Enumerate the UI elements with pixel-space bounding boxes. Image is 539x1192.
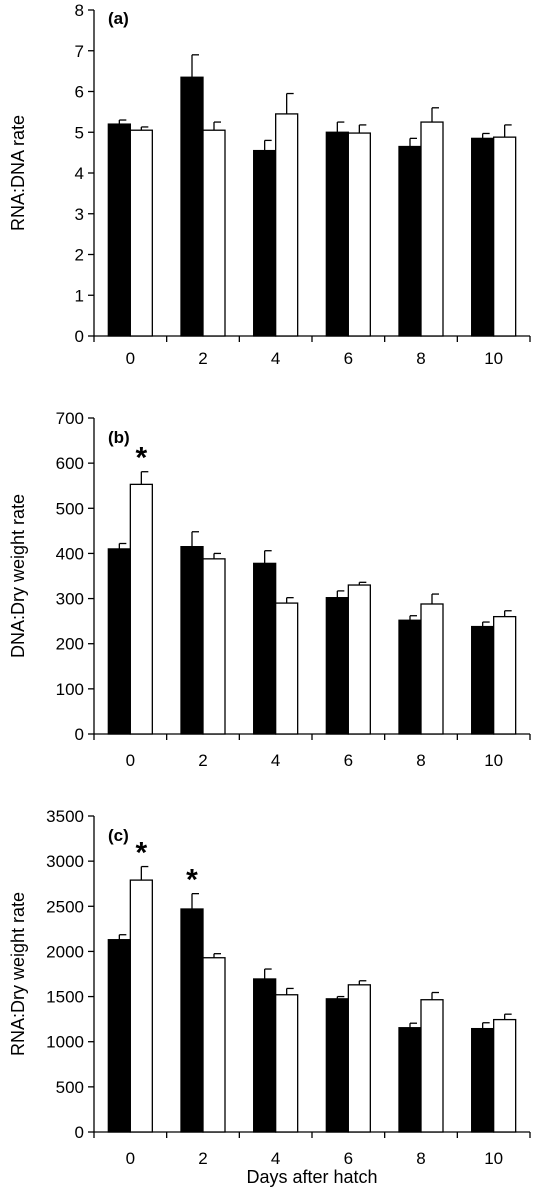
bar-series-2-cat-2: [202, 957, 226, 1133]
x-axis-title: Days after hatch: [246, 1167, 377, 1187]
x-tick-label: 2: [198, 349, 207, 368]
x-tick-label: 0: [126, 751, 135, 770]
bar-series-1-cat-2: [180, 76, 204, 337]
y-tick-label: 6: [75, 83, 84, 102]
bar-series-2-cat-0: [129, 483, 153, 735]
bar-series-1-cat-6: [325, 998, 349, 1133]
bar-series-2-cat-10: [493, 136, 517, 337]
bar-series-2-cat-0: [129, 879, 153, 1133]
bar-series-1-cat-6: [325, 131, 349, 337]
x-tick-label: 8: [416, 751, 425, 770]
y-tick-label: 2000: [46, 942, 84, 961]
x-tick-label: 4: [271, 751, 280, 770]
y-axis-title: RNA:Dry weight rate: [8, 892, 28, 1056]
bar-series-2-cat-4: [275, 113, 299, 337]
bar-series-1-cat-4: [253, 562, 277, 735]
x-tick-label: 10: [484, 751, 503, 770]
significance-star: *: [135, 837, 147, 870]
bar-series-1-cat-0: [107, 123, 131, 337]
bar-series-2-cat-4: [275, 994, 299, 1133]
x-tick-label: 8: [416, 1149, 425, 1168]
y-tick-label: 3000: [46, 852, 84, 871]
y-tick-label: 1: [75, 286, 84, 305]
x-tick-label: 4: [271, 1149, 280, 1168]
x-tick-label: 0: [126, 1149, 135, 1168]
bar-series-1-cat-8: [398, 1027, 422, 1133]
bar-series-1-cat-2: [180, 908, 204, 1133]
y-tick-label: 200: [56, 635, 84, 654]
bar-series-2-cat-0: [129, 129, 153, 337]
y-tick-label: 1500: [46, 988, 84, 1007]
bar-series-2-cat-6: [347, 984, 371, 1133]
bar-series-2-cat-8: [420, 603, 444, 735]
y-tick-label: 400: [56, 544, 84, 563]
y-tick-label: 4: [75, 164, 84, 183]
bar-series-1-cat-8: [398, 619, 422, 735]
significance-star: *: [186, 864, 198, 897]
bar-series-2-cat-2: [202, 558, 226, 735]
x-tick-label: 6: [344, 751, 353, 770]
bar-series-1-cat-2: [180, 546, 204, 735]
y-tick-label: 2500: [46, 897, 84, 916]
y-tick-label: 700: [56, 409, 84, 428]
y-axis-title: RNA:DNA rate: [8, 115, 28, 231]
x-tick-label: 10: [484, 1149, 503, 1168]
bar-series-2-cat-6: [347, 132, 371, 337]
y-tick-label: 600: [56, 454, 84, 473]
y-tick-label: 3: [75, 205, 84, 224]
y-axis-title: DNA:Dry weight rate: [8, 494, 28, 658]
x-tick-label: 6: [344, 349, 353, 368]
bar-series-1-cat-4: [253, 978, 277, 1133]
y-tick-label: 300: [56, 590, 84, 609]
significance-star: *: [135, 442, 147, 475]
chart-panel-2: 0 100 200 300 400 500 600 700 0 2 4 6 8 10 * (b) DNA:Dry…: [8, 409, 531, 770]
panel-label: (a): [108, 9, 129, 28]
chart-panel-3: 0 500 1000 1500 2000 2500 3000 3500 0 2 4 6 8 10 * * (c)…: [8, 807, 531, 1187]
bar-series-2-cat-2: [202, 129, 226, 337]
y-tick-label: 7: [75, 42, 84, 61]
y-tick-label: 0: [75, 1123, 84, 1142]
bar-series-2-cat-4: [275, 602, 299, 735]
x-tick-label: 4: [271, 349, 280, 368]
bar-series-2-cat-10: [493, 1018, 517, 1133]
y-tick-label: 3500: [46, 807, 84, 826]
bar-series-1-cat-8: [398, 145, 422, 337]
chart-panel-1: 0 1 2 3 4 5 6 7 8 0 2 4 6 8 10 (a) RNA:DNA rate: [8, 1, 531, 368]
panel-label: (c): [108, 826, 129, 845]
y-tick-label: 0: [75, 725, 84, 744]
bar-series-1-cat-10: [471, 1027, 495, 1133]
y-tick-label: 5: [75, 123, 84, 142]
bar-series-2-cat-8: [420, 999, 444, 1133]
bar-series-1-cat-10: [471, 137, 495, 337]
y-tick-label: 2: [75, 246, 84, 265]
bar-series-1-cat-0: [107, 939, 131, 1133]
bar-series-1-cat-4: [253, 149, 277, 337]
bar-series-2-cat-10: [493, 615, 517, 735]
y-tick-label: 500: [56, 499, 84, 518]
x-tick-label: 10: [484, 349, 503, 368]
x-tick-label: 6: [344, 1149, 353, 1168]
y-tick-label: 8: [75, 1, 84, 20]
bar-series-2-cat-6: [347, 584, 371, 735]
bar-series-1-cat-6: [325, 597, 349, 735]
bar-series-2-cat-8: [420, 121, 444, 337]
x-tick-label: 2: [198, 751, 207, 770]
panel-label: (b): [108, 428, 130, 447]
bar-series-1-cat-0: [107, 548, 131, 735]
y-tick-label: 500: [56, 1078, 84, 1097]
y-tick-label: 1000: [46, 1033, 84, 1052]
bar-series-1-cat-10: [471, 625, 495, 735]
x-tick-label: 0: [126, 349, 135, 368]
x-tick-label: 8: [416, 349, 425, 368]
x-tick-label: 2: [198, 1149, 207, 1168]
y-tick-label: 100: [56, 680, 84, 699]
y-tick-label: 0: [75, 327, 84, 346]
